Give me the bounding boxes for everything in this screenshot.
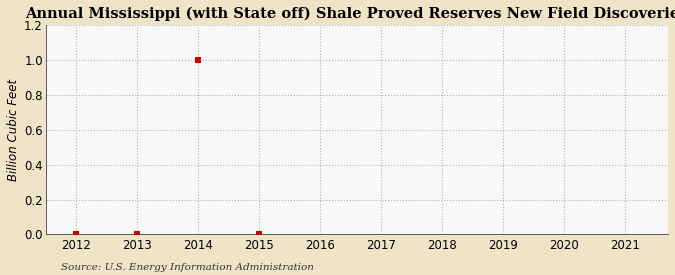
Y-axis label: Billion Cubic Feet: Billion Cubic Feet bbox=[7, 79, 20, 181]
Text: Source: U.S. Energy Information Administration: Source: U.S. Energy Information Administ… bbox=[61, 263, 314, 272]
Title: Annual Mississippi (with State off) Shale Proved Reserves New Field Discoveries: Annual Mississippi (with State off) Shal… bbox=[26, 7, 675, 21]
